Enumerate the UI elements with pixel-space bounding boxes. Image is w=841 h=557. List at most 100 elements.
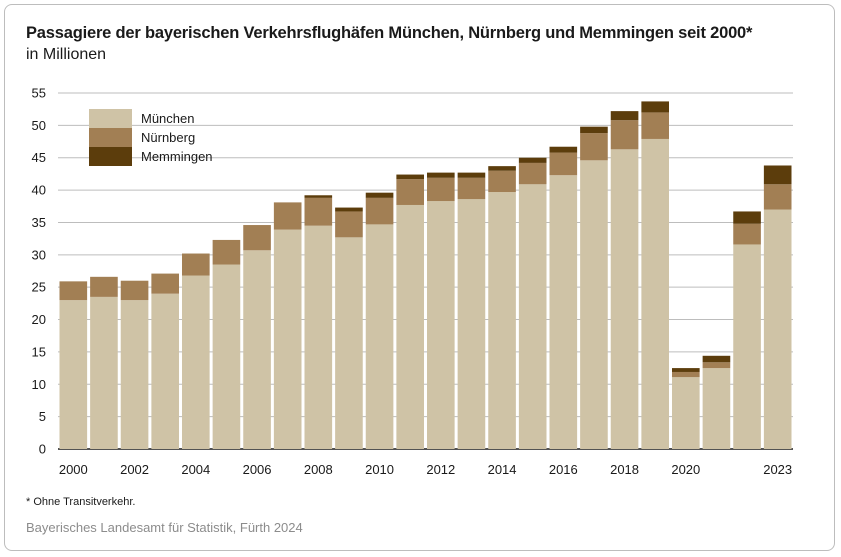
x-tick-label: 2006 [243,462,272,477]
gridlines [58,92,793,450]
x-tick-label: 2020 [671,462,700,477]
bar-segment [641,112,669,139]
bar-segment [396,179,424,205]
chart-title: Passagiere der bayerischen Verkehrsflugh… [26,24,753,42]
bar-segment [304,195,333,198]
x-tick-label: 2014 [488,462,517,477]
legend-label: Nürnberg [141,130,195,145]
bar-segment [488,192,516,450]
bar-segment [641,101,669,113]
y-tick-label: 50 [32,118,46,133]
bar-segment [702,362,731,369]
x-tick-label: 2002 [120,462,149,477]
bar-segment [335,211,363,238]
chart-subtitle: in Millionen [26,46,107,63]
bar-segment [151,293,179,449]
bar-segment [641,138,669,449]
bar-segment [120,300,149,449]
bar-segment [243,225,271,251]
y-tick-label: 15 [32,344,46,359]
bar-segment [457,177,486,200]
y-tick-label: 0 [39,442,46,457]
bar-segment [518,157,547,163]
bar-segment [304,225,333,449]
x-tick-label: 2012 [426,462,455,477]
bar-segment [549,146,578,153]
legend-label: Memmingen [141,149,213,164]
bar-segment [733,223,761,245]
bar-segment [702,368,731,449]
bar-segment [763,165,792,185]
legend: München Nürnberg Memmingen [89,109,213,166]
bar-segment [273,229,302,449]
y-tick-label: 55 [32,86,46,101]
bar-segment [335,207,363,212]
x-tick-label: 2008 [304,462,333,477]
bar-segment [59,300,88,449]
bar-segment [457,199,486,449]
bar-segment [212,239,241,265]
bar-segment [763,184,792,210]
y-tick-label: 35 [32,215,46,230]
bar-segment [518,162,547,185]
bar-segment [396,174,424,180]
bar-segment [365,224,394,449]
footnote: * Ohne Transitverkehr. [26,496,136,508]
x-tick-label: 2004 [181,462,210,477]
bar-segment [273,202,302,230]
bar-segment [488,170,516,193]
bar-segment [457,172,486,178]
bar-segment [304,197,333,226]
x-tick-label: 2010 [365,462,394,477]
y-tick-label: 30 [32,247,46,262]
y-tick-label: 5 [39,409,46,424]
bar-segment [365,197,394,225]
x-tick-label: 2018 [610,462,639,477]
bar-segment [151,273,179,294]
bar-segment [427,201,455,449]
legend-label: München [141,111,194,126]
bar-segment [212,264,241,449]
bar-segment [488,166,516,171]
bars [59,101,792,450]
bar-segment [580,133,608,161]
y-tick-label: 45 [32,150,46,165]
x-tick-label: 2000 [59,462,88,477]
bar-segment [672,377,700,449]
bar-segment [90,296,118,449]
x-tick-label: 2016 [549,462,578,477]
bar-segment [733,211,761,224]
bar-segment [672,371,700,378]
x-tick-label: 2023 [763,462,792,477]
y-tick-label: 10 [32,377,46,392]
x-axis: 2000 2002 2004 2006 2008 2010 2012 2014 2016 2018… [59,462,792,477]
bar-segment [610,111,639,121]
legend-swatch [89,128,132,147]
bar-segment [90,276,118,297]
bar-segment [182,275,210,449]
bar-segment [396,204,424,449]
y-tick-label: 20 [32,312,46,327]
bar-segment [518,184,547,450]
y-tick-label: 40 [32,183,46,198]
bar-segment [120,280,149,301]
bar-segment [365,192,394,198]
bar-segment [702,355,731,363]
legend-swatch [89,109,132,128]
bar-segment [763,209,792,449]
bar-segment [610,120,639,150]
bar-segment [580,160,608,450]
bar-segment [427,177,455,202]
bar-segment [243,250,271,449]
bar-segment [427,172,455,178]
bar-segment [549,152,578,176]
source-note: Bayerisches Landesamt für Statistik, Für… [26,520,303,535]
y-axis: 0 5 10 15 20 25 30 35 40 45 50 55 [32,86,46,457]
bar-segment [59,281,88,301]
bar-segment [672,368,700,372]
y-tick-label: 25 [32,280,46,295]
bar-segment [549,175,578,449]
legend-swatch [89,147,132,166]
bar-segment [580,126,608,134]
